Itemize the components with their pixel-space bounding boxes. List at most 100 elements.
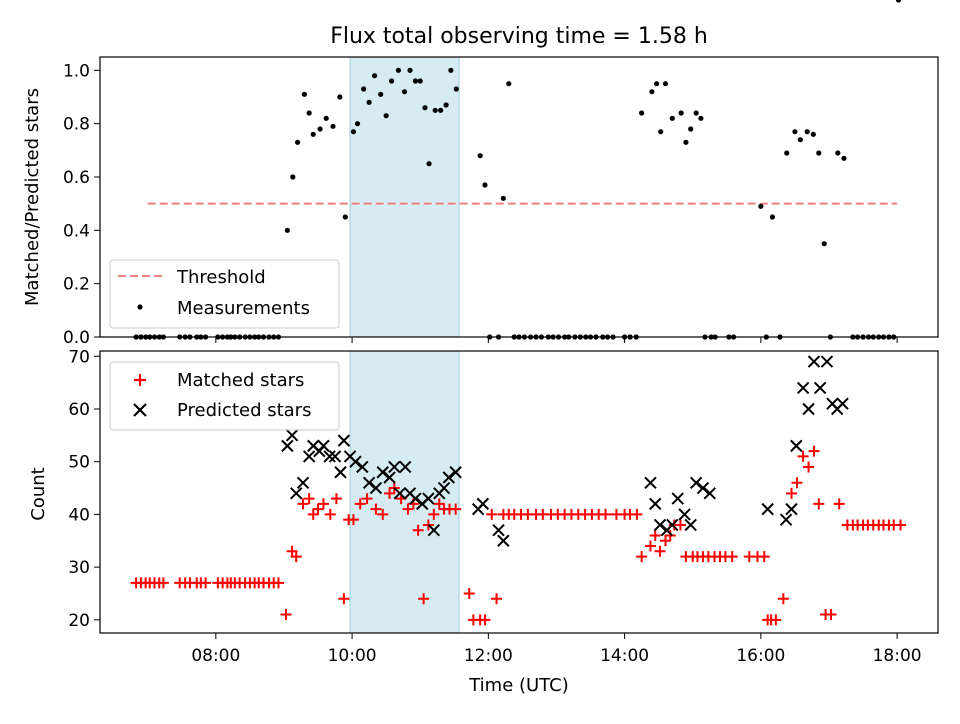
x-axis-label: Time (UTC) bbox=[468, 675, 569, 696]
measurement-point bbox=[432, 107, 438, 113]
predicted-point bbox=[442, 471, 456, 484]
matched-point bbox=[833, 498, 845, 510]
measurement-point bbox=[688, 126, 694, 132]
measurement-point bbox=[841, 155, 847, 161]
predicted-point bbox=[653, 518, 667, 532]
top-y-tick-label: 1.0 bbox=[63, 61, 90, 81]
predicted-point bbox=[369, 481, 383, 495]
x-tick-label: 18:00 bbox=[873, 646, 922, 666]
predicted-point bbox=[388, 460, 401, 474]
bottom-y-tick-label: 50 bbox=[68, 453, 90, 473]
predicted-point bbox=[296, 476, 310, 489]
matched-point bbox=[330, 493, 342, 505]
matched-point bbox=[157, 577, 169, 589]
predicted-point bbox=[820, 355, 834, 368]
measurement-point bbox=[792, 129, 798, 135]
count-panel: Count Matched stars Predicted stars 20 30… bbox=[28, 347, 939, 666]
measurement-point bbox=[388, 78, 395, 84]
measurement-point bbox=[662, 81, 669, 87]
matched-point bbox=[200, 577, 212, 589]
matched-point bbox=[803, 461, 815, 473]
matched-point bbox=[297, 498, 309, 510]
x-tick-label: 08:00 bbox=[191, 646, 240, 666]
bottom-legend-box bbox=[109, 361, 340, 431]
top-y-axis-label: Matched/Predicted stars bbox=[22, 88, 43, 306]
matched-point bbox=[825, 609, 837, 621]
measurement-point bbox=[395, 67, 402, 73]
measurement-point bbox=[361, 86, 367, 92]
matched-point bbox=[758, 551, 770, 563]
measurement-point bbox=[784, 150, 790, 156]
measurement-point bbox=[310, 131, 316, 137]
matched-point bbox=[290, 551, 302, 563]
matched-point bbox=[280, 609, 292, 621]
top-y-tick-label: 0.4 bbox=[63, 221, 90, 241]
predicted-point bbox=[437, 481, 451, 495]
measurement-point bbox=[443, 102, 449, 108]
predicted-point bbox=[671, 492, 684, 505]
measurement-point bbox=[354, 121, 361, 127]
measurement-point bbox=[417, 78, 423, 84]
matched-point bbox=[636, 551, 648, 563]
matched-point bbox=[354, 498, 366, 510]
top-highlight-span bbox=[349, 56, 460, 338]
matched-point bbox=[433, 498, 445, 510]
top-y-tick-label: 0.2 bbox=[63, 275, 90, 295]
matched-point bbox=[770, 614, 782, 626]
predicted-point bbox=[362, 476, 376, 489]
matched-point bbox=[791, 477, 803, 489]
predicted-point bbox=[290, 487, 303, 500]
bottom-axes-frame bbox=[99, 350, 939, 634]
matched-point bbox=[324, 508, 336, 520]
matched-point bbox=[491, 593, 503, 605]
predicted-point bbox=[323, 450, 336, 463]
matched-point bbox=[370, 503, 382, 515]
predicted-point bbox=[807, 355, 821, 368]
predicted-point bbox=[649, 497, 662, 511]
matched-legend-label: Matched stars bbox=[177, 370, 304, 391]
predicted-point bbox=[302, 450, 316, 463]
measurement-point bbox=[797, 137, 803, 143]
predicted-point bbox=[281, 439, 294, 453]
matched-point bbox=[797, 450, 809, 462]
matched-point bbox=[338, 593, 350, 605]
bottom-y-tick-label: 20 bbox=[68, 611, 90, 631]
threshold-legend-label: Threshold bbox=[176, 267, 266, 288]
predicted-point bbox=[393, 487, 406, 500]
predicted-point bbox=[813, 381, 827, 395]
matched-point bbox=[813, 498, 825, 510]
matched-point bbox=[361, 493, 373, 505]
measurement-point bbox=[330, 123, 336, 129]
matched-point bbox=[644, 540, 656, 552]
measurement-point bbox=[477, 153, 483, 159]
matched-point bbox=[808, 445, 820, 457]
measurement-point bbox=[290, 174, 296, 180]
bottom-y-tick-label: 30 bbox=[68, 558, 90, 578]
predicted-point bbox=[476, 497, 490, 511]
x-tick-label: 10:00 bbox=[328, 646, 377, 666]
predicted-point bbox=[409, 492, 422, 505]
matched-point bbox=[631, 508, 643, 520]
matched-point bbox=[726, 551, 738, 563]
measurement-point bbox=[383, 113, 389, 119]
measurement-point bbox=[810, 131, 816, 137]
matched-point bbox=[312, 503, 324, 515]
predicted-point bbox=[334, 466, 347, 479]
measurement-point bbox=[769, 214, 776, 220]
predicted-point bbox=[376, 466, 389, 479]
matched-point bbox=[786, 487, 798, 499]
measurement-point bbox=[438, 107, 444, 113]
matched-point bbox=[347, 514, 359, 526]
predicted-point bbox=[449, 466, 462, 479]
measurement-point bbox=[453, 86, 459, 92]
matched-legend-swatch bbox=[134, 374, 146, 386]
matched-point bbox=[649, 529, 661, 541]
predicted-point bbox=[796, 381, 810, 395]
measurement-point bbox=[649, 89, 655, 95]
bottom-legend: Matched stars Predicted stars bbox=[109, 361, 340, 431]
matched-point bbox=[303, 493, 315, 505]
chart-title: Flux total observing time = 1.58 h bbox=[330, 24, 708, 49]
measurements-legend-label: Measurements bbox=[177, 298, 310, 319]
matched-point bbox=[674, 519, 686, 531]
